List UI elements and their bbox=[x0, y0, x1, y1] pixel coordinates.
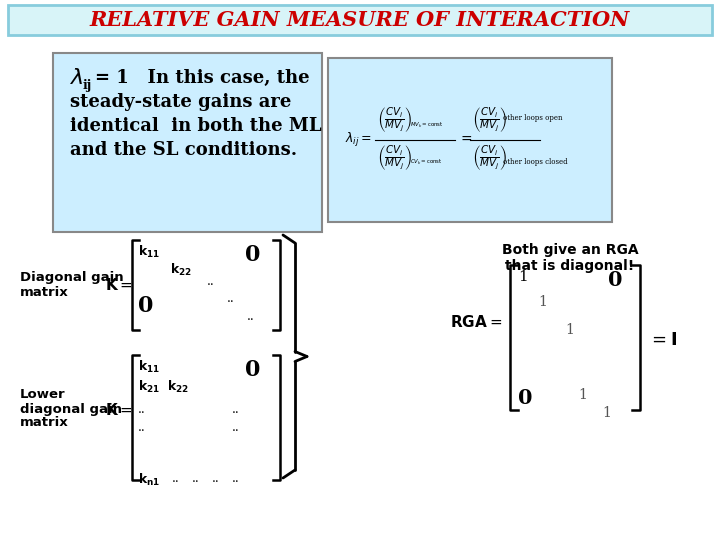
Text: ..: .. bbox=[227, 292, 235, 305]
Text: Diagonal gain: Diagonal gain bbox=[20, 272, 124, 285]
Text: that is diagonal!: that is diagonal! bbox=[505, 259, 634, 273]
Text: ..: .. bbox=[138, 403, 145, 416]
Text: matrix: matrix bbox=[20, 416, 68, 429]
FancyBboxPatch shape bbox=[8, 5, 712, 35]
Text: identical  in both the ML: identical in both the ML bbox=[70, 117, 322, 135]
Text: Lower: Lower bbox=[20, 388, 66, 402]
Text: 0: 0 bbox=[245, 244, 261, 266]
Text: $\mathbf{k_{21}}$: $\mathbf{k_{21}}$ bbox=[138, 379, 160, 395]
Text: RELATIVE GAIN MEASURE OF INTERACTION: RELATIVE GAIN MEASURE OF INTERACTION bbox=[90, 10, 630, 30]
Text: $\left(\dfrac{CV_i}{MV_j}\right)$: $\left(\dfrac{CV_i}{MV_j}\right)$ bbox=[377, 144, 412, 172]
Text: Both give an RGA: Both give an RGA bbox=[502, 243, 639, 257]
Text: ..: .. bbox=[232, 421, 240, 434]
Text: 0: 0 bbox=[518, 388, 533, 408]
FancyBboxPatch shape bbox=[328, 58, 612, 222]
Text: $\mathbf{k_{11}}$: $\mathbf{k_{11}}$ bbox=[138, 359, 160, 375]
Text: $\mathbf{k_{22}}$: $\mathbf{k_{22}}$ bbox=[170, 262, 192, 278]
Text: $\lambda$: $\lambda$ bbox=[70, 67, 84, 89]
Text: ..: .. bbox=[232, 403, 240, 416]
Text: ..: .. bbox=[192, 472, 199, 485]
Text: ..: .. bbox=[138, 421, 145, 434]
Text: 1: 1 bbox=[538, 295, 547, 309]
Text: matrix: matrix bbox=[20, 286, 68, 299]
Text: $\mathbf{k_{22}}$: $\mathbf{k_{22}}$ bbox=[167, 379, 189, 395]
Text: ${}_{CV_k=\rm{const}}$: ${}_{CV_k=\rm{const}}$ bbox=[410, 157, 443, 167]
Text: 1: 1 bbox=[518, 270, 528, 284]
FancyBboxPatch shape bbox=[53, 53, 322, 232]
Text: ..: .. bbox=[207, 275, 215, 288]
Text: ..: .. bbox=[247, 310, 255, 323]
Text: $\mathbf{K} =$: $\mathbf{K} =$ bbox=[105, 402, 133, 418]
Text: ..: .. bbox=[172, 472, 180, 485]
Text: = 1   In this case, the: = 1 In this case, the bbox=[95, 69, 310, 87]
Text: $\left(\dfrac{CV_i}{MV_j}\right)$: $\left(\dfrac{CV_i}{MV_j}\right)$ bbox=[377, 105, 412, 134]
Text: diagonal gain: diagonal gain bbox=[20, 402, 122, 415]
Text: $\lambda_{ij}=$: $\lambda_{ij}=$ bbox=[345, 131, 372, 149]
Text: $\mathbf{k_{11}}$: $\mathbf{k_{11}}$ bbox=[138, 244, 160, 260]
Text: =: = bbox=[460, 133, 472, 147]
Text: 0: 0 bbox=[138, 295, 153, 317]
Text: other loops closed: other loops closed bbox=[503, 158, 567, 166]
Text: ij: ij bbox=[83, 78, 92, 91]
Text: $\mathbf{k_{n1}}$: $\mathbf{k_{n1}}$ bbox=[138, 472, 160, 488]
Text: 0: 0 bbox=[608, 270, 623, 290]
Text: $\left(\dfrac{CV_i}{MV_j}\right)$: $\left(\dfrac{CV_i}{MV_j}\right)$ bbox=[472, 144, 507, 172]
Text: steady-state gains are: steady-state gains are bbox=[70, 93, 292, 111]
Text: 1: 1 bbox=[578, 388, 587, 402]
Text: ..: .. bbox=[232, 472, 240, 485]
Text: 1: 1 bbox=[565, 323, 574, 337]
Text: $\mathbf{RGA} =$: $\mathbf{RGA} =$ bbox=[450, 314, 502, 330]
Text: $\mathbf{K} =$: $\mathbf{K} =$ bbox=[105, 277, 133, 293]
Text: 0: 0 bbox=[245, 359, 261, 381]
Text: and the SL conditions.: and the SL conditions. bbox=[70, 141, 297, 159]
Text: other loops open: other loops open bbox=[503, 114, 562, 122]
Text: ${}_{MV_k=\rm{const}}$: ${}_{MV_k=\rm{const}}$ bbox=[410, 120, 444, 130]
Text: 1: 1 bbox=[602, 406, 611, 420]
Text: $= \mathbf{I}$: $= \mathbf{I}$ bbox=[648, 331, 677, 349]
Text: $\left(\dfrac{CV_i}{MV_j}\right)$: $\left(\dfrac{CV_i}{MV_j}\right)$ bbox=[472, 105, 507, 134]
Text: ..: .. bbox=[212, 472, 220, 485]
